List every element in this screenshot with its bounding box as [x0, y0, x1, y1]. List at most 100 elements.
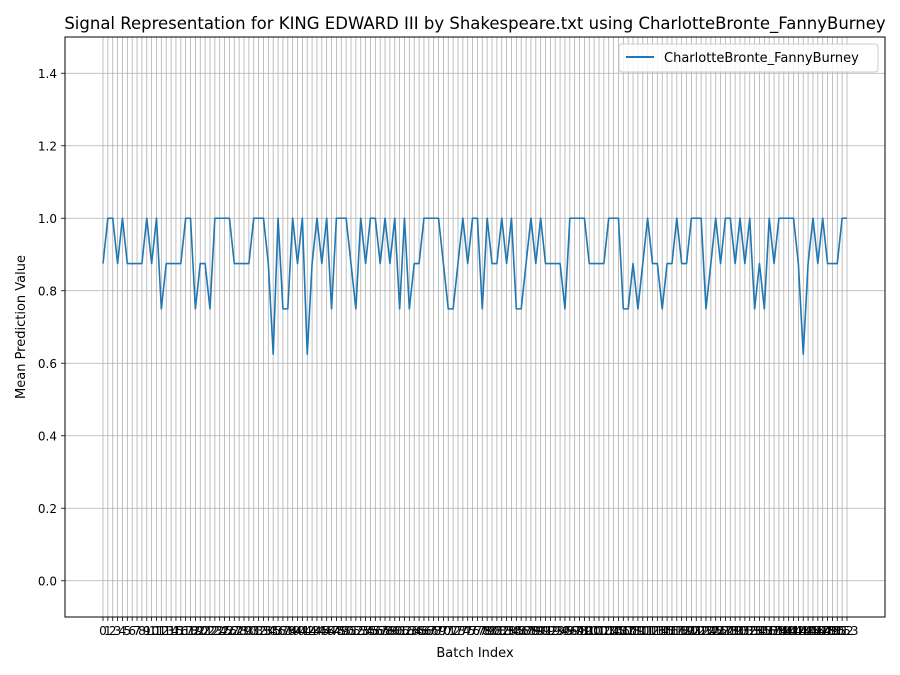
- x-tick-label: 48: [329, 624, 344, 638]
- x-tick-label: 69: [431, 624, 446, 638]
- x-tick-label: 118: [665, 624, 688, 638]
- x-tick-label: 79: [480, 624, 495, 638]
- x-tick-label: 50: [338, 624, 353, 638]
- x-tick-label: 120: [675, 624, 698, 638]
- x-tick-label: 99: [577, 624, 592, 638]
- x-tick-label: 72: [445, 624, 460, 638]
- x-tick-label: 138: [763, 624, 786, 638]
- x-tick-label: 33: [256, 624, 271, 638]
- x-tick-label: 85: [509, 624, 524, 638]
- x-tick-label: 73: [450, 624, 465, 638]
- x-tick-label: 153: [836, 624, 859, 638]
- x-tick-label: 86: [514, 624, 529, 638]
- x-axis-label: Batch Index: [436, 646, 514, 661]
- x-tick-label: 55: [363, 624, 378, 638]
- y-tick-label: 0.8: [38, 284, 57, 298]
- x-tick-label: 80: [484, 624, 499, 638]
- x-tick-label: 123: [690, 624, 713, 638]
- x-tick-label: 117: [660, 624, 683, 638]
- x-tick-label: 2: [109, 624, 117, 638]
- x-tick-label: 139: [767, 624, 790, 638]
- x-tick-label: 16: [173, 624, 188, 638]
- x-tick-label: 101: [583, 624, 606, 638]
- x-tick-label: 143: [787, 624, 810, 638]
- x-tick-label: 82: [494, 624, 509, 638]
- x-tick-label: 114: [646, 624, 669, 638]
- x-tick-label: 121: [680, 624, 703, 638]
- x-tick-label: 149: [816, 624, 839, 638]
- x-tick-label: 135: [748, 624, 771, 638]
- x-tick-label: 52: [348, 624, 363, 638]
- x-tick-label: 59: [382, 624, 397, 638]
- x-tick-label: 39: [285, 624, 300, 638]
- x-tick-label: 137: [758, 624, 781, 638]
- x-tick-label: 102: [588, 624, 611, 638]
- x-tick-label: 130: [724, 624, 747, 638]
- x-tick-label: 15: [168, 624, 183, 638]
- x-tick-label: 87: [518, 624, 533, 638]
- x-tick-label: 107: [612, 624, 635, 638]
- x-tick-label: 90: [533, 624, 548, 638]
- x-tick-label: 112: [636, 624, 659, 638]
- x-tick-label: 93: [548, 624, 563, 638]
- x-tick-label: 128: [714, 624, 737, 638]
- x-tick-label: 92: [543, 624, 558, 638]
- x-tick-label: 111: [631, 624, 654, 638]
- x-tick-label: 75: [460, 624, 475, 638]
- x-tick-label: 142: [782, 624, 805, 638]
- x-tick-label: 122: [685, 624, 708, 638]
- x-tick-label: 20: [193, 624, 208, 638]
- x-tick-label: 105: [602, 624, 625, 638]
- x-tick-label: 150: [821, 624, 844, 638]
- x-tick-label: 57: [373, 624, 388, 638]
- x-tick-label: 77: [470, 624, 485, 638]
- x-tick-label: 151: [826, 624, 849, 638]
- x-tick-label: 60: [387, 624, 402, 638]
- x-tick-label: 27: [227, 624, 242, 638]
- x-tick-label: 17: [178, 624, 193, 638]
- x-tick-label: 18: [183, 624, 198, 638]
- x-tick-label: 146: [802, 624, 825, 638]
- x-tick-label: 38: [280, 624, 295, 638]
- x-tick-label: 11: [149, 624, 164, 638]
- x-tick-label: 44: [309, 624, 324, 638]
- x-tick-label: 6: [128, 624, 136, 638]
- x-tick-label: 51: [343, 624, 358, 638]
- x-tick-label: 34: [261, 624, 276, 638]
- x-tick-label: 100: [578, 624, 601, 638]
- x-tick-label: 9: [143, 624, 151, 638]
- x-tick-label: 36: [270, 624, 285, 638]
- y-tick-label: 0.2: [38, 502, 57, 516]
- x-tick-label: 13: [159, 624, 174, 638]
- x-tick-label: 14: [163, 624, 178, 638]
- x-tick-label: 88: [523, 624, 538, 638]
- x-tick-label: 45: [314, 624, 329, 638]
- x-tick-label: 106: [607, 624, 630, 638]
- x-tick-label: 109: [622, 624, 645, 638]
- x-tick-label: 129: [719, 624, 742, 638]
- x-tick-label: 12: [154, 624, 169, 638]
- x-tick-label: 97: [567, 624, 582, 638]
- x-tick-label: 28: [232, 624, 247, 638]
- x-tick-label: 71: [441, 624, 456, 638]
- series-line-charlottebronte-fannyburney: [102, 217, 847, 355]
- x-tick-label: 68: [426, 624, 441, 638]
- plot-frame: [64, 36, 886, 618]
- x-tick-label: 131: [729, 624, 752, 638]
- x-tick-label: 103: [592, 624, 615, 638]
- y-axis-ticks: 0.0 0.2 0.4 0.6 0.8 1.0 1.2 1.4: [38, 67, 65, 588]
- series-layer: [102, 217, 847, 355]
- x-tick-label: 5: [123, 624, 131, 638]
- x-tick-label: 84: [504, 624, 519, 638]
- x-tick-label: 94: [552, 624, 567, 638]
- x-tick-label: 104: [597, 624, 620, 638]
- x-tick-label: 29: [236, 624, 251, 638]
- x-tick-label: 116: [656, 624, 679, 638]
- x-tick-label: 4: [119, 624, 127, 638]
- y-axis-label: Mean Prediction Value: [14, 255, 29, 399]
- x-tick-label: 119: [670, 624, 693, 638]
- x-tick-label: 67: [421, 624, 436, 638]
- legend: CharlotteBronte_FannyBurney: [618, 43, 879, 73]
- x-tick-label: 83: [499, 624, 514, 638]
